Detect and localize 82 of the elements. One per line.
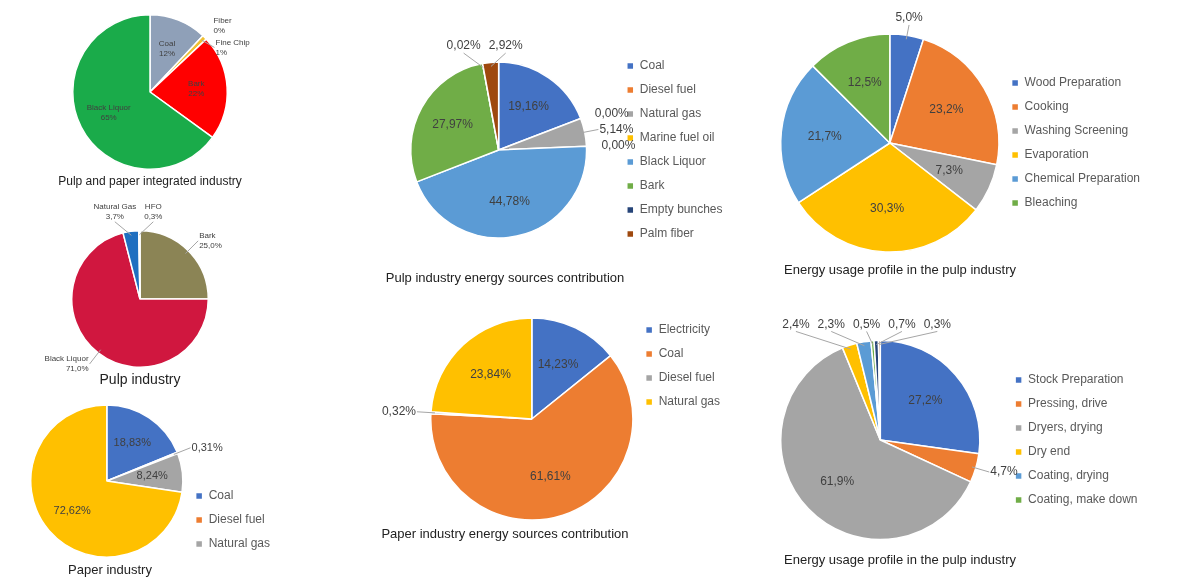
data-label: 8,24%	[136, 469, 168, 482]
slice-label: Fine Chip	[215, 37, 251, 47]
legend-label: Pressing, drive	[1028, 396, 1108, 411]
legend-label: Washing Screening	[1024, 123, 1129, 138]
text: 0,00%	[594, 105, 629, 120]
legend-label: Natural gas	[639, 106, 702, 121]
data-label: 14,23%	[537, 356, 579, 371]
data-label: 12%	[159, 49, 176, 59]
legend-label: Wood Preparation	[1024, 75, 1122, 90]
slice-label: HFO	[144, 201, 162, 211]
data-label: 2,3%	[817, 316, 846, 331]
data-label: 44,78%	[489, 193, 531, 208]
legend-label: Palm fiber	[639, 226, 694, 241]
text: Paper industry	[67, 562, 153, 577]
data-label: 2,4%	[782, 316, 810, 331]
text: Pulp industry energy sources contribution	[384, 270, 626, 285]
legend-label: Chemical Preparation	[1024, 171, 1140, 186]
legend-label: Electricity	[658, 322, 710, 337]
data-label: 25,0%	[199, 241, 222, 251]
slice-label: Black Liquor	[44, 354, 89, 364]
data-label: 71,0%	[65, 364, 89, 374]
category-label: Fiber	[213, 15, 232, 25]
legend-label: Diesel fuel	[208, 512, 265, 527]
data-label: 30,3%	[870, 200, 905, 215]
legend-label: Black Liquor	[639, 154, 706, 169]
data-label: 12,5%	[847, 74, 883, 89]
slice-label: Natural Gas	[93, 201, 137, 211]
legend-label: Diesel fuel	[658, 370, 715, 385]
slice-label: Black Liquor	[86, 103, 132, 113]
data-label: 22%	[188, 89, 205, 99]
legend-label: Dryers, drying	[1028, 420, 1103, 435]
data-label: 23,84%	[470, 366, 512, 381]
text: 0%	[213, 25, 226, 35]
legend-label: Marine fuel oil	[639, 130, 715, 145]
text: 0,00%	[601, 137, 636, 152]
data-label: 65%	[100, 113, 117, 123]
data-label: 4,7%	[990, 464, 1018, 479]
legend-label: Stock Preparation	[1028, 372, 1124, 387]
legend-label: Cooking	[1024, 99, 1069, 114]
data-label: 23,2%	[929, 102, 964, 117]
data-label: 0,02%	[446, 38, 481, 53]
data-label: 61,61%	[530, 469, 572, 484]
legend-label: Coating, make down	[1028, 492, 1138, 507]
legend-label: Bark	[639, 178, 666, 193]
data-label: 2,92%	[488, 38, 523, 53]
legend-label: Natural gas	[658, 394, 721, 409]
data-label: 72,62%	[53, 503, 92, 516]
text: Paper industry energy sources contribution	[380, 526, 630, 541]
legend-label: Empty bunches	[639, 202, 723, 217]
data-label: 0,5%	[852, 316, 881, 331]
data-label: 0,3%	[923, 316, 952, 331]
legend-label: Natural gas	[208, 536, 271, 551]
legend-label: Coal	[658, 346, 684, 361]
text: Energy usage profile in the pulp industry	[783, 552, 1017, 567]
data-label: 61,9%	[820, 473, 855, 488]
legend-label: Dry end	[1028, 444, 1071, 459]
text: Pulp and paper integrated industry	[57, 174, 243, 189]
text: Pulp industry	[98, 371, 182, 387]
data-label: 27,2%	[908, 393, 943, 408]
data-label: 0,7%	[888, 316, 916, 331]
data-label: 19,16%	[508, 98, 550, 113]
data-label: 18,83%	[113, 436, 152, 449]
text: Energy usage profile in the pulp industry	[783, 262, 1017, 277]
data-label: 1%	[215, 47, 228, 57]
data-label: 0,3%	[144, 211, 163, 221]
legend-label: Evaporation	[1024, 147, 1089, 162]
legend-label: Bleaching	[1024, 195, 1078, 210]
data-label: 0,32%	[381, 404, 417, 419]
data-label: 21,7%	[807, 128, 843, 143]
legend-label: Coal	[208, 488, 234, 503]
data-label: 27,97%	[432, 116, 474, 131]
data-label: 3,7%	[105, 211, 124, 221]
slice-label: Bark	[188, 79, 206, 89]
slice-label: Coal	[158, 39, 176, 49]
legend-label: Diesel fuel	[639, 82, 696, 97]
legend-label: Coal	[639, 58, 665, 73]
slice-label: Bark	[199, 231, 217, 241]
data-label: 5,0%	[895, 10, 924, 25]
data-label: 7,3%	[935, 162, 964, 177]
data-label: 5,14%	[599, 121, 634, 136]
data-label: 0,31%	[191, 440, 223, 453]
legend-label: Coating, drying	[1028, 468, 1109, 483]
